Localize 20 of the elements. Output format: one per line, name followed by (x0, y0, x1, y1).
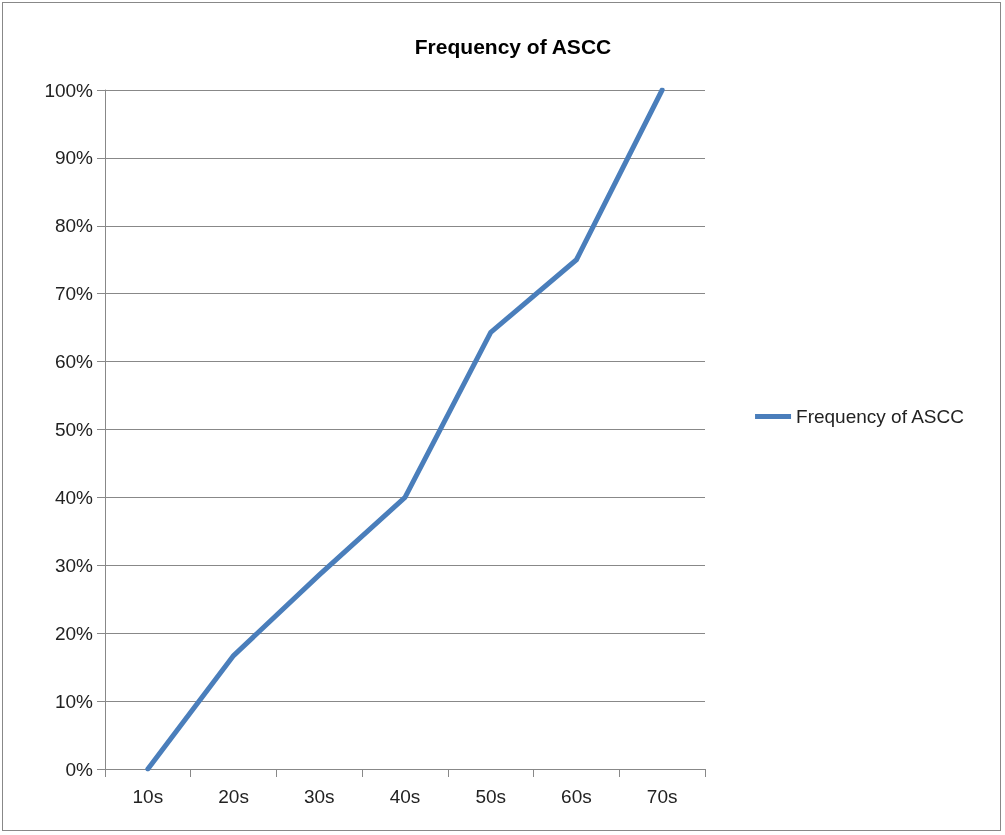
y-tick-label: 80% (54, 215, 94, 237)
y-tick-label: 60% (54, 351, 94, 373)
y-tick-label: 40% (54, 486, 94, 508)
x-tick-label: 30s (303, 786, 335, 807)
y-tick-label: 10% (54, 690, 94, 712)
x-tick-label: 20s (218, 786, 249, 807)
y-tick-label: 20% (54, 622, 94, 644)
y-tick-label: 90% (54, 147, 94, 169)
x-tick-label: 60s (561, 786, 592, 807)
y-tick-label: 50% (54, 419, 94, 440)
chart-title: Frequency of ASCC (414, 35, 612, 58)
x-tick-label: 10s (132, 786, 164, 807)
y-tick-label: 0% (65, 758, 94, 780)
y-tick-label: 70% (54, 283, 94, 305)
legend-label: Frequency of ASCC (796, 406, 964, 427)
x-tick-label: 40s (389, 786, 421, 807)
x-tick-label: 50s (475, 786, 507, 807)
y-tick-label: 30% (54, 554, 94, 576)
y-tick-label: 100% (44, 79, 94, 101)
x-tick-label: 70s (646, 786, 678, 807)
